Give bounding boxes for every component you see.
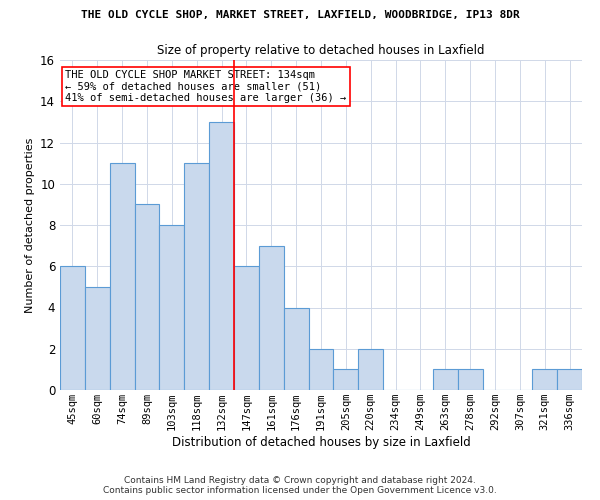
Text: THE OLD CYCLE SHOP MARKET STREET: 134sqm
← 59% of detached houses are smaller (5: THE OLD CYCLE SHOP MARKET STREET: 134sqm…: [65, 70, 346, 103]
Bar: [209, 122, 234, 390]
Bar: [532, 370, 557, 390]
X-axis label: Distribution of detached houses by size in Laxfield: Distribution of detached houses by size …: [172, 436, 470, 449]
Y-axis label: Number of detached properties: Number of detached properties: [25, 138, 35, 312]
Bar: [334, 370, 358, 390]
Bar: [234, 266, 259, 390]
Bar: [184, 163, 209, 390]
Text: THE OLD CYCLE SHOP, MARKET STREET, LAXFIELD, WOODBRIDGE, IP13 8DR: THE OLD CYCLE SHOP, MARKET STREET, LAXFI…: [80, 10, 520, 20]
Bar: [60, 266, 85, 390]
Bar: [358, 349, 383, 390]
Bar: [259, 246, 284, 390]
Bar: [308, 349, 334, 390]
Bar: [557, 370, 582, 390]
Bar: [110, 163, 134, 390]
Text: Contains HM Land Registry data © Crown copyright and database right 2024.
Contai: Contains HM Land Registry data © Crown c…: [103, 476, 497, 495]
Title: Size of property relative to detached houses in Laxfield: Size of property relative to detached ho…: [157, 44, 485, 58]
Bar: [160, 225, 184, 390]
Bar: [85, 287, 110, 390]
Bar: [284, 308, 308, 390]
Bar: [433, 370, 458, 390]
Bar: [458, 370, 482, 390]
Bar: [134, 204, 160, 390]
